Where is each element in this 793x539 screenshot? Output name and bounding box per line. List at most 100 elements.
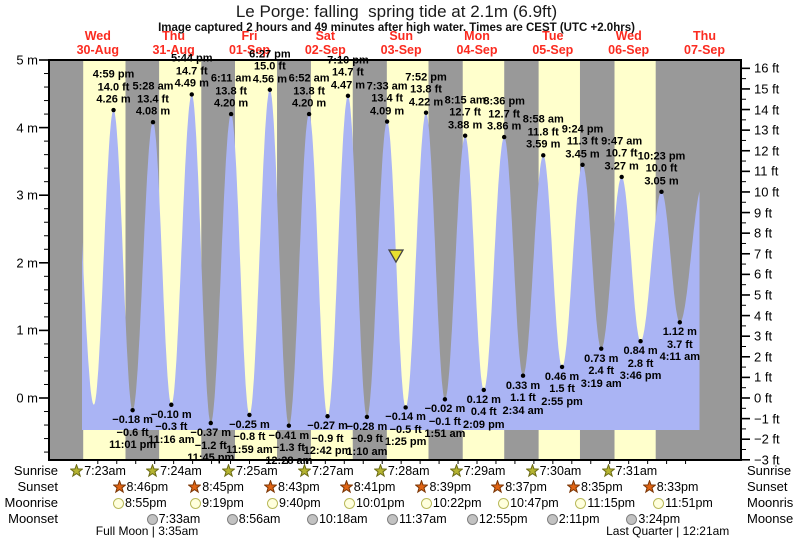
high-tide-label: 7:10 pm 14.7 ft 4.47 m: [327, 54, 369, 92]
sunset-time: 8:43pm: [278, 480, 320, 494]
sunset-time: 8:39pm: [429, 480, 472, 494]
tide-label-line: 4.22 m: [408, 96, 444, 109]
high-tide-label: 8:58 am 11.8 ft 3.59 m: [523, 114, 564, 152]
astro-row-label-left-sunset: Sunset: [17, 479, 58, 494]
low-tide-dot: [325, 414, 330, 419]
tide-label-line: −0.10 m: [150, 408, 192, 421]
low-tide-dot: [559, 364, 565, 370]
sunrise-star-icon: [601, 464, 615, 478]
tide-label-line: −0.02 m: [424, 403, 466, 416]
day-label-line: Wed: [615, 29, 642, 43]
y-axis-right-tick-label: 4 ft: [754, 308, 773, 324]
y-axis-right-tick-label: −1 ft: [754, 411, 780, 427]
moonrise-time: 9:19pm: [202, 496, 244, 510]
tide-label-line: 5:28 am: [132, 80, 174, 93]
tide-label-line: 1:25 pm: [384, 436, 427, 449]
tide-label-line: 2:09 pm: [462, 418, 505, 431]
tide-label-line: 4:11 am: [659, 351, 700, 364]
day-label: Thu 31-Aug: [152, 29, 194, 57]
tide-label-line: 4.56 m: [252, 73, 287, 86]
high-tide-dot: [267, 87, 273, 92]
astro-row-label-right-sunset: Sunset: [747, 479, 788, 494]
tide-label-line: 1.12 m: [662, 326, 697, 339]
tide-label-line: 10.7 ft: [605, 147, 638, 160]
sunrise-star-icon: [221, 464, 235, 478]
tide-label-line: 4.20 m: [291, 97, 327, 110]
tide-label-line: 0.4 ft: [470, 406, 497, 419]
high-tide-dot: [345, 93, 351, 99]
tide-label-line: −0.37 m: [190, 427, 232, 439]
low-tide-dot: [130, 407, 135, 413]
tide-label-line: −0.14 m: [385, 411, 426, 424]
moonset-event: 12:55pm: [466, 512, 528, 526]
low-tide-label: 0.12 m 0.4 ft 2:09 pm: [463, 394, 505, 432]
sunset-time: 8:33pm: [656, 480, 699, 494]
tide-label-line: 8:58 am: [522, 113, 564, 126]
sunrise-event: 7:30am: [525, 464, 581, 478]
tide-label-line: 4.47 m: [330, 79, 366, 92]
sunset-event: 8:43pm: [264, 480, 320, 494]
y-axis-right-tick-label: 13 ft: [754, 122, 780, 138]
low-tide-label: 0.33 m 1.1 ft 2:34 am: [503, 380, 544, 418]
low-tide-label: −0.41 m −1.3 ft 12:28 am: [265, 430, 312, 468]
low-tide-label: −0.18 m −0.6 ft 11:01 pm: [109, 414, 156, 452]
day-label: Tue 05-Sep: [532, 29, 573, 57]
day-label-line: 06-Sep: [608, 43, 650, 57]
sunset-time: 8:46pm: [126, 480, 169, 494]
tide-label-line: 4.26 m: [96, 93, 131, 106]
astro-row-label-right-sunrise: Sunrise: [747, 463, 792, 478]
tide-label-line: 0.46 m: [544, 370, 580, 383]
low-tide-label: 0.46 m 1.5 ft 2:55 pm: [541, 371, 583, 409]
tide-label-line: 3:19 am: [580, 377, 622, 390]
tide-label-line: 2:55 pm: [541, 395, 583, 408]
moonrise-time: 11:15pm: [587, 496, 636, 510]
sunset-star-icon: [188, 480, 202, 494]
day-label: Mon 04-Sep: [457, 29, 498, 57]
moonset-time: 11:37am: [398, 512, 447, 526]
low-tide-dot: [677, 320, 683, 325]
tide-label-line: 7:52 pm: [405, 71, 447, 84]
tide-label-line: −1.2 ft: [194, 439, 227, 452]
day-label-line: Fri: [241, 29, 258, 43]
sunset-event: 8:37pm: [491, 480, 547, 494]
tide-label-line: 15.0 ft: [253, 60, 286, 73]
high-tide-label: 7:33 am 13.4 ft 4.09 m: [367, 80, 408, 118]
y-axis-left-tick-label: 0 m: [16, 390, 38, 406]
y-axis-left-tick-label: 3 m: [16, 187, 38, 203]
tide-label-line: 6:52 am: [288, 72, 330, 85]
day-label-line: Mon: [464, 29, 490, 43]
sunrise-event: 7:27am: [297, 464, 354, 478]
tide-label-line: 12.7 ft: [488, 108, 521, 121]
moonrise-circle-icon: [575, 497, 587, 509]
tide-label-line: 13.8 ft: [293, 85, 325, 98]
day-label-line: Tue: [542, 29, 564, 43]
high-tide-dot: [541, 153, 546, 158]
day-label: Thu 07-Sep: [684, 29, 725, 57]
high-tide-label: 10:23 pm 10.0 ft 3.05 m: [638, 150, 686, 188]
tide-label-line: 1.1 ft: [510, 392, 536, 405]
moonset-circle-icon: [306, 513, 318, 525]
sunrise-time: 7:23am: [84, 464, 126, 478]
day-label-line: 07-Sep: [684, 43, 726, 57]
high-tide-dot: [150, 119, 156, 125]
day-label-line: 02-Sep: [304, 43, 346, 57]
sunrise-time: 7:24am: [160, 464, 202, 478]
tide-label-line: −0.9 ft: [350, 433, 383, 446]
tide-label-line: 9:24 pm: [561, 123, 604, 136]
astro-row-label-left-sunrise: Sunrise: [13, 463, 58, 478]
high-tide-dot: [384, 119, 390, 124]
moonset-circle-icon: [546, 513, 558, 525]
tide-label-line: 0.84 m: [623, 345, 658, 358]
y-axis-left-tick-label: 5 m: [16, 52, 38, 68]
tide-label-line: −0.28 m: [346, 420, 388, 433]
tide-label-line: 13.8 ft: [410, 83, 442, 96]
day-label: Wed 30-Aug: [77, 29, 119, 57]
y-axis-right-tick-label: 11 ft: [754, 163, 779, 179]
sunset-event: 8:41pm: [339, 480, 395, 494]
sunset-event: 8:35pm: [566, 480, 623, 494]
y-axis-right-tick-label: 14 ft: [754, 102, 780, 118]
day-label-line: 30-Aug: [76, 43, 119, 57]
moonset-event: 7:33am: [146, 512, 200, 526]
day-label: Sat 02-Sep: [305, 29, 346, 57]
